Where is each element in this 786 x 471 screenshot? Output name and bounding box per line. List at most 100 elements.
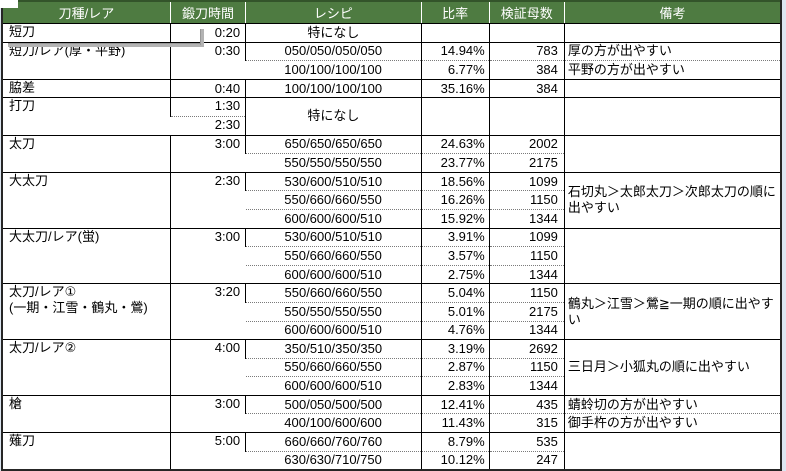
- table-row: 大太刀/レア(蛍) 3:00 530/600/510/510 3.91% 109…: [2, 227, 781, 284]
- recipe-cell: 400/100/600/600: [245, 413, 422, 433]
- recipe-cell: 550/550/550/550: [245, 301, 422, 321]
- recipe-cell: 550/660/660/550: [245, 190, 422, 210]
- note-cell: [563, 432, 781, 471]
- sword-type-cell: 大太刀: [2, 171, 171, 229]
- rate-cell: [420, 23, 490, 43]
- rate-cell: 6.77%: [420, 60, 490, 80]
- gray-line-annotation-horizontal: [8, 43, 204, 47]
- forge-time-cell: 3:00: [169, 134, 246, 173]
- rate-cell: 14.94%: [420, 41, 490, 61]
- forge-time-cell: 0:30: [169, 41, 246, 80]
- sample-count-cell: 1150: [488, 190, 565, 210]
- forge-time-cell: 1:30: [169, 97, 246, 117]
- sample-count-cell: 1344: [488, 208, 565, 229]
- table-row: 550/550/550/550 23.77% 2175: [2, 153, 781, 173]
- column-header-recipe: レシピ: [245, 1, 422, 24]
- sample-count-cell: 1344: [488, 376, 565, 396]
- recipe-cell: 600/600/600/510: [245, 264, 422, 284]
- table-row: 550/550/550/550 5.01% 2175: [2, 301, 781, 321]
- sword-type-cell: 太刀: [2, 134, 171, 173]
- rate-cell: 11.43%: [420, 413, 490, 433]
- table-row: 脇差 0:40 100/100/100/100 35.16% 384: [2, 78, 781, 98]
- sample-count-cell: 384: [488, 60, 565, 80]
- recipe-cell: 600/600/600/510: [245, 320, 422, 340]
- rate-cell: 15.92%: [420, 208, 490, 229]
- sword-type-cell: 槍: [2, 394, 171, 433]
- table-row: 薙刀 5:00 660/660/760/760 8.79% 535: [2, 432, 781, 471]
- sample-count-cell: 783: [488, 41, 565, 61]
- table-row: 400/100/600/600 11.43% 315 御手杵の方が出やすい: [2, 413, 781, 433]
- table-row: 太刀/レア① (一期・江雪・鶴丸・鶯) 3:20 550/660/660/550…: [2, 283, 781, 340]
- recipe-cell: 660/660/760/760: [245, 432, 422, 452]
- note-cell: 厚の方が出やすい: [563, 41, 781, 61]
- rate-cell: 35.16%: [420, 78, 490, 98]
- note-cell: 石切丸＞太郎太刀＞次郎太刀の順に出やすい: [563, 171, 781, 229]
- recipe-cell: 600/600/600/510: [245, 208, 422, 229]
- rate-cell: 2.87%: [420, 357, 490, 377]
- header-row: 刀種/レア 鍛刀時間 レシピ 比率 検証母数 備考: [2, 1, 781, 24]
- rate-cell: 2.83%: [420, 376, 490, 396]
- sample-count-cell: 1099: [488, 227, 565, 247]
- sample-count-cell: [488, 23, 565, 43]
- sample-count-cell: 1150: [488, 357, 565, 377]
- sample-count-cell: 1099: [488, 171, 565, 191]
- table-row: 太刀 3:00 650/650/650/650 24.63% 2002: [2, 134, 781, 173]
- table-row: 600/600/600/510 4.76% 1344: [2, 320, 781, 340]
- table-row: 100/100/100/100 6.77% 384 平野の方が出やすい: [2, 60, 781, 80]
- sample-count-cell: 1344: [488, 320, 565, 340]
- sample-count-cell: 2175: [488, 301, 565, 321]
- sample-count-cell: 2692: [488, 339, 565, 359]
- column-header-sample-size: 検証母数: [488, 1, 565, 24]
- sample-count-cell: 435: [488, 394, 565, 414]
- sword-type-cell: 脇差: [2, 78, 171, 98]
- column-header-sword-type: 刀種/レア: [2, 1, 171, 24]
- corner-notch: [0, 0, 18, 8]
- forge-time-cell: 3:00: [169, 394, 246, 433]
- table-row: 600/600/600/510 15.92% 1344: [2, 208, 781, 229]
- table-row: 550/660/660/550 2.87% 1150: [2, 357, 781, 377]
- recipe-cell: 050/050/050/050: [245, 41, 422, 61]
- forge-time-cell: 2:30: [169, 171, 246, 229]
- table-row: 大太刀 2:30 530/600/510/510 18.56% 1099 石切丸…: [2, 171, 781, 229]
- note-cell: [563, 134, 781, 173]
- note-cell: [563, 97, 781, 136]
- note-cell: 御手杵の方が出やすい: [563, 413, 781, 433]
- sample-count-cell: 1150: [488, 283, 565, 303]
- rate-cell: 23.77%: [420, 153, 490, 173]
- sword-type-cell: 大太刀/レア(蛍): [2, 227, 171, 284]
- sword-type-cell: 薙刀: [2, 432, 171, 471]
- forge-time-cell: 0:40: [169, 78, 246, 98]
- recipe-cell: 550/660/660/550: [245, 283, 422, 303]
- table-row: 短刀/レア(厚・平野) 0:30 050/050/050/050 14.94% …: [2, 41, 781, 80]
- rate-cell: 3.19%: [420, 339, 490, 359]
- recipe-cell: 550/550/550/550: [245, 153, 422, 173]
- note-cell: 三日月＞小狐丸の順に出やすい: [563, 339, 781, 396]
- forge-time-cell: 3:00: [169, 227, 246, 284]
- forge-time-cell: 4:00: [169, 339, 246, 396]
- rate-cell: [420, 97, 490, 136]
- table-row: 太刀/レア② 4:00 350/510/350/350 3.19% 2692 三…: [2, 339, 781, 396]
- sword-type-cell: 打刀: [2, 97, 171, 136]
- gray-line-annotation-vertical: [200, 29, 204, 45]
- sample-count-cell: 535: [488, 432, 565, 452]
- column-header-forge-time: 鍛刀時間: [169, 1, 246, 24]
- table-row: 550/660/660/550 16.26% 1150: [2, 190, 781, 210]
- table-row: 槍 3:00 500/050/500/500 12.41% 435 蜻蛉切の方が…: [2, 394, 781, 433]
- rate-cell: 24.63%: [420, 134, 490, 154]
- sword-type-cell: 短刀: [2, 23, 171, 43]
- note-cell: 鶴丸＞江雪＞鶯≧一期の順に出やすい: [563, 283, 781, 340]
- table-row: 打刀 1:30 特になし: [2, 97, 781, 136]
- sword-type-sublabel: (一期・江雪・鶴丸・鶯): [9, 300, 148, 316]
- sword-type-label: 太刀/レア①: [9, 284, 77, 300]
- table-row: 2:30: [2, 115, 781, 136]
- forge-time-cell: 5:00: [169, 432, 246, 471]
- sword-type-cell: 短刀/レア(厚・平野): [2, 41, 171, 80]
- recipe-cell: 特になし: [245, 97, 422, 136]
- sample-count-cell: [488, 97, 565, 136]
- rate-cell: 2.75%: [420, 264, 490, 284]
- forge-time-cell: 0:20: [169, 23, 246, 43]
- forge-time-cell: 2:30: [170, 115, 246, 136]
- recipe-cell: 550/660/660/550: [245, 357, 422, 377]
- recipe-cell: 550/660/660/550: [245, 246, 422, 266]
- recipe-cell: 500/050/500/500: [245, 394, 422, 414]
